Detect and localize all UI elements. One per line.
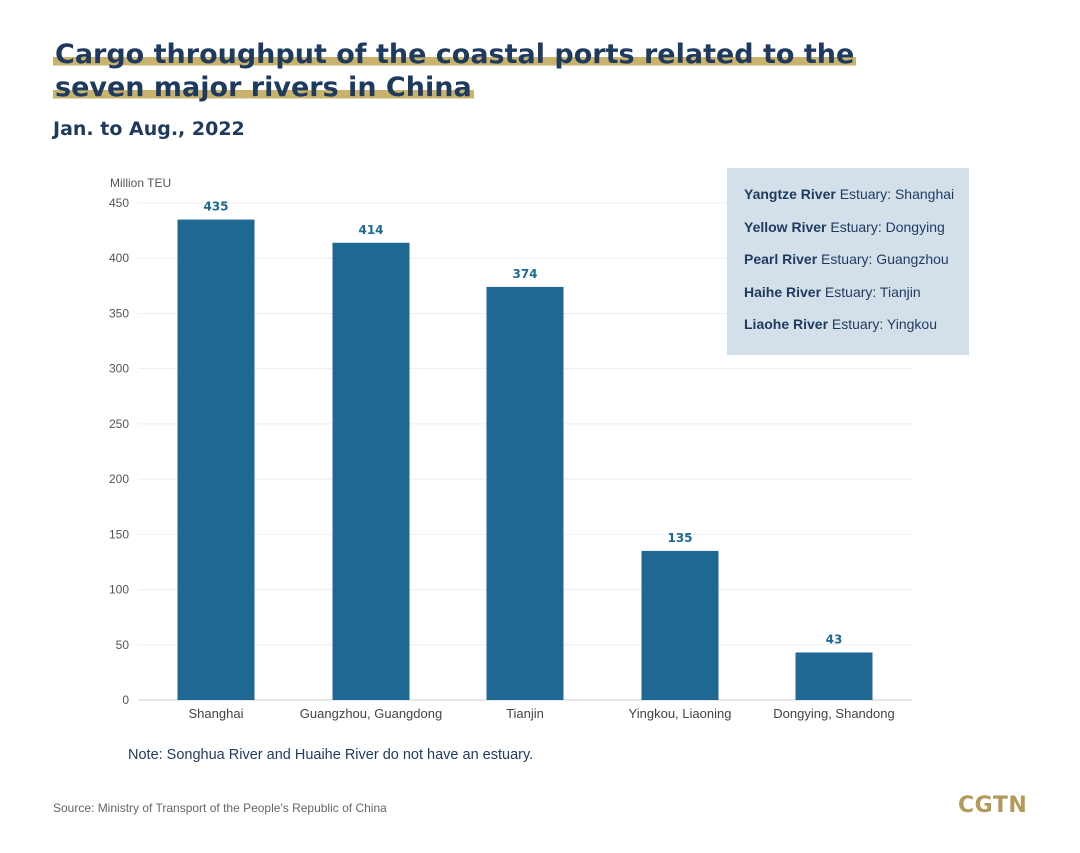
y-tick-label: 0: [122, 693, 129, 707]
legend-item-haihe: Haihe River Estuary: Tianjin: [744, 284, 969, 317]
legend-river-name: Yellow River: [744, 218, 827, 235]
bar: [486, 286, 564, 700]
bar-value-label: 135: [667, 531, 692, 545]
legend-item-liaohe: Liaohe River Estuary: Yingkou: [744, 316, 969, 349]
y-tick-label: 50: [116, 638, 130, 652]
bar-value-label: 414: [358, 223, 383, 237]
chart-subtitle: Jan. to Aug., 2022: [53, 118, 245, 140]
chart-title: Cargo throughput of the coastal ports re…: [53, 38, 953, 104]
y-tick-label: 350: [109, 306, 129, 320]
legend-estuary-text: Estuary: Tianjin: [821, 283, 921, 300]
y-tick-label: 450: [109, 196, 129, 210]
cgtn-logo: CGTN: [958, 793, 1028, 818]
legend-river-name: Liaohe River: [744, 316, 829, 332]
source-text: Source: Ministry of Transport of the Peo…: [53, 801, 387, 815]
legend-river-name: Yangtze River: [744, 186, 836, 202]
bar-value-label: 374: [512, 267, 537, 281]
bar-value-label: 43: [826, 633, 843, 647]
x-tick-label: Dongying, Shandong: [773, 706, 894, 721]
y-tick-label: 200: [109, 472, 129, 486]
legend-estuary-text: Estuary: Dongying: [826, 218, 945, 235]
y-tick-label: 300: [109, 362, 129, 376]
legend-river-name: Haihe River: [744, 283, 822, 300]
y-axis-label: Million TEU: [110, 176, 171, 190]
y-tick-label: 250: [109, 417, 129, 431]
legend-estuary-text: Estuary: Shanghai: [835, 186, 955, 202]
legend-river-name: Pearl River: [744, 251, 818, 267]
legend-item-yellow: Yellow River Estuary: Dongying: [744, 219, 969, 252]
x-tick-label: Yingkou, Liaoning: [629, 706, 732, 721]
estuary-legend: Yangtze River Estuary: Shanghai Yellow R…: [727, 168, 969, 355]
x-tick-label: Shanghai: [189, 706, 244, 721]
legend-estuary-text: Estuary: Guangzhou: [817, 251, 949, 267]
y-tick-label: 100: [109, 583, 129, 597]
x-tick-label: Guangzhou, Guangdong: [300, 706, 442, 721]
bar: [641, 550, 719, 700]
bar-value-label: 435: [203, 200, 228, 214]
legend-estuary-text: Estuary: Yingkou: [828, 316, 937, 332]
y-tick-label: 150: [109, 527, 129, 541]
bar: [795, 652, 873, 700]
x-tick-label: Tianjin: [506, 706, 544, 721]
bar: [332, 242, 410, 700]
legend-item-yangtze: Yangtze River Estuary: Shanghai: [744, 186, 969, 219]
bar: [177, 219, 255, 701]
legend-item-pearl: Pearl River Estuary: Guangzhou: [744, 251, 969, 284]
footnote: Note: Songhua River and Huaihe River do …: [128, 747, 534, 763]
y-tick-label: 400: [109, 251, 129, 265]
